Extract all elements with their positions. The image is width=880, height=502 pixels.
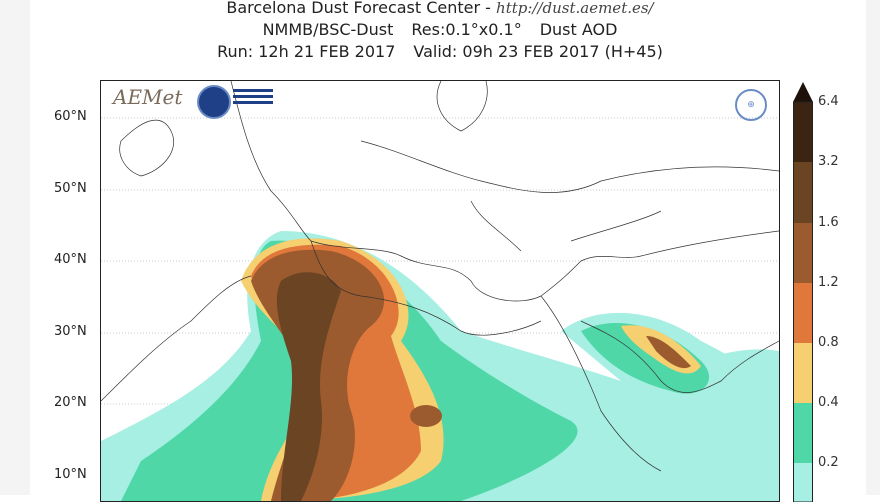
run-info: Run: 12h 21 FEB 2017 Valid: 09h 23 FEB 20… <box>0 41 880 63</box>
bsc-logo <box>197 85 231 119</box>
resolution: Res:0.1°x0.1° <box>411 20 522 39</box>
variable: Dust AOD <box>539 20 618 39</box>
coastlines <box>101 81 779 472</box>
colorbar-bin-0.4 <box>793 403 813 463</box>
lat-label-40: 40°N <box>54 252 87 267</box>
wmo-logo: ⊕ <box>735 89 767 121</box>
colorbar-extend-arrow <box>793 82 813 102</box>
run-time: Run: 12h 21 FEB 2017 <box>217 42 396 61</box>
right-margin <box>866 0 880 495</box>
map-svg <box>101 81 779 501</box>
lat-label-50: 50°N <box>54 181 87 196</box>
aemet-logo: AEMet <box>113 85 183 109</box>
colorbar-bin-1.6 <box>793 223 813 283</box>
colorbar-bin-0.2 <box>793 463 813 502</box>
dust-dark <box>276 272 341 501</box>
colorbar-bin-0.8 <box>793 343 813 403</box>
lat-label-10: 10°N <box>54 467 87 482</box>
colorbar-label-0.2: 0.2 <box>818 455 839 470</box>
lat-label-20: 20°N <box>54 395 87 410</box>
colorbar-label-1.6: 1.6 <box>818 215 839 230</box>
dust-patch-sahel <box>410 405 442 427</box>
colorbar-bin-3.2 <box>793 162 813 223</box>
dust-aod-map: AEMet ⊕ <box>100 80 780 502</box>
dust-gulf-core <box>646 336 691 369</box>
model-name: NMMB/BSC-Dust <box>262 20 394 39</box>
source-url[interactable]: http://dust.aemet.es/ <box>496 0 654 17</box>
colorbar <box>793 82 813 502</box>
colorbar-label-3.2: 3.2 <box>818 154 839 169</box>
valid-time: Valid: 09h 23 FEB 2017 (H+45) <box>413 42 663 61</box>
subtitle: NMMB/BSC-Dust Res:0.1°x0.1° Dust AOD <box>0 19 880 41</box>
dust-field <box>101 231 779 501</box>
lat-label-30: 30°N <box>54 324 87 339</box>
colorbar-label-1.2: 1.2 <box>818 275 839 290</box>
left-margin <box>0 0 30 495</box>
colorbar-bin-6.4 <box>793 102 813 162</box>
colorbar-label-0.4: 0.4 <box>818 395 839 410</box>
main-title: Barcelona Dust Forecast Center - http://… <box>0 0 880 19</box>
bsc-logo-text <box>233 89 273 92</box>
dust-mid-east <box>581 322 710 394</box>
colorbar-bin-1.2 <box>793 283 813 343</box>
colorbar-label-0.8: 0.8 <box>818 335 839 350</box>
lat-label-60: 60°N <box>54 109 87 124</box>
colorbar-label-6.4: 6.4 <box>818 94 839 109</box>
title-text: Barcelona Dust Forecast Center - <box>226 0 497 17</box>
